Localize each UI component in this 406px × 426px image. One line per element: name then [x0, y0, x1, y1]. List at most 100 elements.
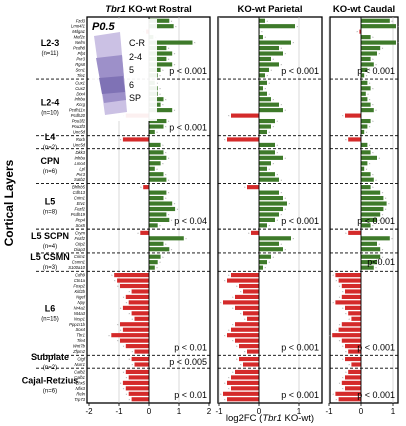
bar	[259, 51, 283, 56]
bar-significance-mark: *	[366, 130, 368, 135]
bar-significance-mark: *	[171, 19, 173, 24]
bar	[361, 56, 371, 62]
bar-significance-mark: *	[369, 81, 371, 86]
gene-label: Fezf2	[75, 236, 86, 241]
bar-significance-mark: *	[345, 311, 347, 316]
bar	[361, 142, 368, 147]
bar	[361, 124, 368, 129]
bar	[259, 201, 287, 206]
p-value-label: p < 0.04	[174, 216, 207, 226]
gene-label: Inhba	[75, 97, 86, 102]
bar	[259, 166, 267, 171]
bar	[361, 40, 396, 45]
bar	[235, 305, 259, 310]
bar	[239, 283, 259, 289]
bar	[338, 327, 361, 332]
gene-label: Ppp1r1b	[69, 322, 86, 327]
gene-label: Bhlhb5	[72, 185, 86, 190]
bar	[125, 386, 149, 391]
bar	[149, 40, 193, 45]
bar-significance-mark: *	[269, 92, 271, 97]
bar	[259, 129, 267, 135]
bar-significance-mark: *	[165, 97, 167, 102]
bar	[120, 338, 149, 343]
group-count: (n=10)	[41, 110, 59, 116]
p-value-label: p < 0.001	[281, 216, 319, 226]
bar	[149, 247, 170, 252]
bar	[338, 278, 361, 283]
bar-significance-mark: *	[382, 213, 384, 218]
bar	[259, 73, 265, 78]
bar-significance-mark: *	[111, 273, 113, 278]
bar-significance-mark: *	[388, 202, 390, 207]
bar-significance-mark: *	[367, 92, 369, 97]
gene-label: Nt4a3	[74, 311, 86, 316]
bar-significance-mark: *	[285, 108, 287, 113]
bar	[149, 142, 161, 147]
x-tick-label: 2	[207, 407, 212, 416]
p-value-label: p < 0.001	[281, 66, 319, 76]
bar	[259, 150, 275, 155]
bar	[259, 86, 263, 91]
bar-significance-mark: *	[382, 191, 384, 196]
group-label: L6	[45, 303, 56, 313]
bar	[247, 316, 259, 321]
bar	[361, 155, 377, 160]
bar-significance-mark: *	[372, 223, 374, 228]
bar-significance-mark: *	[162, 143, 164, 148]
bar	[239, 356, 259, 362]
p-value-label: p < 0.001	[357, 342, 395, 352]
group-label: L5	[45, 196, 56, 206]
bar-significance-mark: *	[385, 196, 387, 201]
bar-significance-mark: *	[165, 242, 167, 247]
bar	[259, 195, 283, 201]
gene-label: Ctip2	[75, 241, 85, 246]
bar	[149, 201, 173, 206]
bar	[231, 327, 259, 332]
bar-significance-mark: *	[277, 172, 279, 177]
bar-significance-mark: *	[224, 138, 226, 143]
x-tick-label: 1	[391, 407, 396, 416]
bar	[361, 206, 384, 212]
gene-label: Calb1	[74, 375, 85, 380]
bar-significance-mark: *	[265, 266, 267, 271]
bar	[131, 289, 149, 294]
bar	[348, 311, 361, 316]
group-label: CPN	[40, 156, 59, 166]
panel-frame	[86, 16, 211, 404]
bar-significance-mark: *	[129, 290, 131, 295]
gene-label: Wnt7b	[73, 344, 86, 349]
bar-significance-mark: *	[332, 273, 334, 278]
bar-significance-mark: *	[285, 196, 287, 201]
bar-significance-mark: *	[366, 167, 368, 172]
bar	[361, 161, 368, 166]
bar-significance-mark: *	[162, 68, 164, 73]
bar	[149, 195, 164, 201]
bar-significance-mark: *	[129, 357, 131, 362]
bar	[149, 161, 161, 166]
bar	[361, 166, 365, 171]
bar	[361, 73, 365, 78]
bar	[128, 300, 149, 305]
bar-significance-mark: *	[271, 68, 273, 73]
bar-significance-mark: *	[168, 213, 170, 218]
x-tick-label: -1	[115, 407, 123, 416]
bar	[361, 260, 377, 265]
bar-significance-mark: *	[372, 150, 374, 155]
bar-significance-mark: *	[375, 266, 377, 271]
gene-label: Unc5d	[73, 142, 86, 147]
bar	[345, 386, 361, 391]
bar	[122, 380, 149, 385]
gene-label: Sox4	[75, 327, 85, 332]
bar-significance-mark: *	[269, 260, 271, 265]
bar-significance-mark: *	[120, 328, 122, 333]
bar	[120, 322, 149, 327]
bar	[361, 185, 371, 190]
tissue-layer-band	[99, 76, 125, 94]
bar-significance-mark: *	[156, 167, 158, 172]
bar-significance-mark: *	[297, 24, 299, 29]
bar-significance-mark: *	[379, 218, 381, 223]
bar	[235, 294, 259, 300]
bar	[338, 397, 361, 402]
